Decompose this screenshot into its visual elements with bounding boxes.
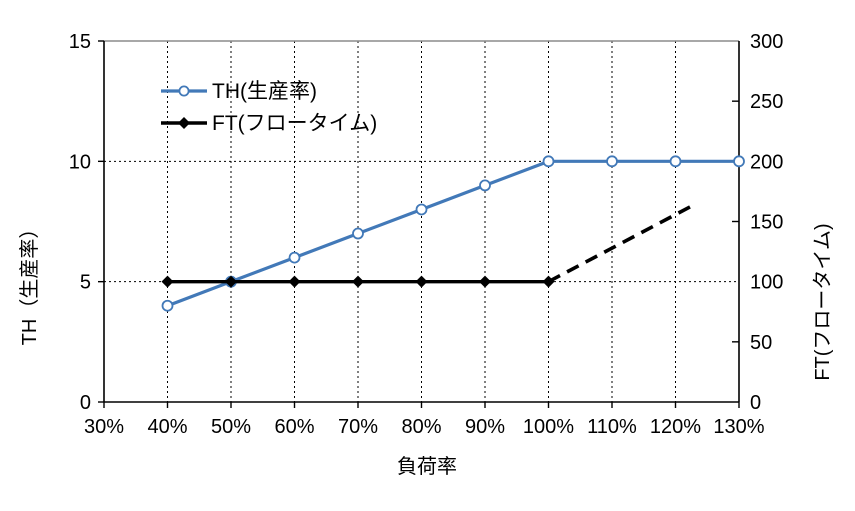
- open-circle-marker: [415, 203, 428, 216]
- y-left-tick-label: 0: [80, 392, 91, 414]
- legend-label-th: TH(生産率): [212, 79, 317, 103]
- open-circle-marker: [733, 155, 745, 168]
- open-circle-marker: [161, 299, 174, 312]
- legend-label-ft: FT(フロータイム): [212, 111, 378, 135]
- open-circle-marker: [669, 155, 682, 168]
- legend-item-ft: FT(フロータイム): [160, 108, 377, 138]
- y-left-tick-label: 5: [80, 272, 91, 294]
- x-tick-label: 90%: [465, 416, 505, 438]
- left-axis-title: TH（生産率）: [19, 218, 41, 346]
- th-line-open-circle-icon: [161, 85, 207, 97]
- y-right-tick-labels: 0 50 100 150 200 250 300: [750, 31, 783, 414]
- x-tick-label: 100%: [523, 416, 574, 438]
- open-circle-marker: [606, 155, 618, 168]
- x-tick-label: 120%: [650, 416, 701, 438]
- filled-diamond-marker: [415, 275, 428, 288]
- x-tick-label: 50%: [211, 416, 251, 438]
- y-right-tick-label: 250: [750, 91, 783, 113]
- y-right-tick-label: 0: [750, 392, 761, 414]
- filled-diamond-marker: [479, 275, 491, 288]
- right-axis-title: FT(フロータイム): [812, 223, 834, 381]
- x-tick-label: 30%: [84, 416, 124, 438]
- open-circle-marker: [479, 179, 491, 192]
- y-left-tick-label: 10: [69, 151, 91, 173]
- y-right-tick-label: 150: [750, 212, 783, 234]
- axis-ticks: [98, 40, 740, 408]
- y-right-tick-label: 50: [750, 332, 772, 354]
- x-axis-title: 負荷率: [397, 456, 457, 478]
- x-tick-label: 60%: [274, 416, 314, 438]
- x-tick-labels: 30% 40% 50% 60% 70% 80% 90% 100% 110% 120% 130%: [84, 416, 765, 438]
- filled-diamond-marker: [161, 275, 174, 288]
- open-circle-marker: [352, 227, 364, 240]
- open-circle-marker: [542, 155, 555, 168]
- filled-diamond-marker: [352, 275, 364, 288]
- y-right-tick-label: 300: [750, 31, 783, 53]
- series-2-dashed: [547, 204, 693, 284]
- legend: TH(生産率) FT(フロータイム): [160, 76, 377, 138]
- y-right-tick-label: 200: [750, 151, 783, 173]
- y-left-tick-labels: 0 5 10 15: [69, 31, 91, 414]
- open-circle-marker: [288, 251, 301, 264]
- filled-diamond-marker: [288, 275, 301, 288]
- x-tick-label: 70%: [338, 416, 378, 438]
- x-gridlines: [167, 41, 676, 402]
- ft-line-filled-diamond-icon: [161, 117, 207, 129]
- filled-diamond-marker: [225, 275, 237, 288]
- x-tick-label: 110%: [587, 416, 637, 438]
- legend-item-th: TH(生産率): [160, 76, 377, 106]
- x-tick-label: 130%: [713, 416, 764, 438]
- series-1: [161, 275, 555, 288]
- x-tick-label: 40%: [147, 416, 187, 438]
- y-right-tick-label: 100: [750, 272, 783, 294]
- series-0: [161, 155, 745, 312]
- y-left-tick-label: 15: [69, 31, 91, 53]
- x-tick-label: 80%: [401, 416, 441, 438]
